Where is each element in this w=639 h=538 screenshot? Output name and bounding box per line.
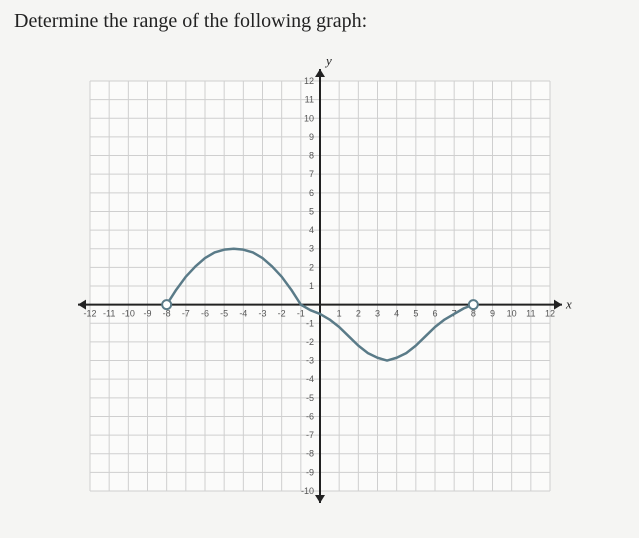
svg-text:4: 4 [394, 309, 399, 319]
svg-text:-4: -4 [305, 374, 313, 384]
svg-text:10: 10 [303, 113, 313, 123]
svg-text:-9: -9 [305, 467, 313, 477]
svg-text:6: 6 [432, 309, 437, 319]
svg-text:7: 7 [308, 169, 313, 179]
svg-text:-6: -6 [200, 309, 208, 319]
svg-text:-3: -3 [305, 356, 313, 366]
svg-text:11: 11 [304, 95, 313, 105]
svg-text:-4: -4 [239, 309, 247, 319]
svg-text:5: 5 [413, 309, 418, 319]
graph-chart: -12-11-10-9-8-7-6-5-4-3-2-11234567891011… [60, 51, 580, 521]
svg-text:5: 5 [308, 206, 313, 216]
svg-text:-2: -2 [305, 337, 313, 347]
svg-text:6: 6 [308, 188, 313, 198]
svg-text:-1: -1 [296, 309, 304, 319]
svg-text:-5: -5 [220, 309, 228, 319]
question-title: Determine the range of the following gra… [14, 10, 625, 33]
svg-text:1: 1 [336, 309, 341, 319]
svg-text:-10: -10 [300, 486, 313, 496]
svg-text:12: 12 [303, 76, 313, 86]
graph-wrapper: -12-11-10-9-8-7-6-5-4-3-2-11234567891011… [14, 51, 625, 521]
svg-text:y: y [324, 53, 332, 68]
svg-text:10: 10 [506, 309, 516, 319]
svg-text:9: 9 [308, 132, 313, 142]
svg-text:-12: -12 [83, 309, 96, 319]
svg-text:2: 2 [355, 309, 360, 319]
svg-text:-5: -5 [305, 393, 313, 403]
svg-text:12: 12 [544, 309, 554, 319]
page-container: Determine the range of the following gra… [0, 0, 639, 538]
svg-text:4: 4 [308, 225, 313, 235]
svg-text:x: x [565, 297, 572, 312]
svg-text:-9: -9 [143, 309, 151, 319]
svg-text:-10: -10 [121, 309, 134, 319]
svg-text:-7: -7 [305, 430, 313, 440]
svg-text:3: 3 [308, 244, 313, 254]
svg-text:-6: -6 [305, 411, 313, 421]
svg-text:8: 8 [308, 151, 313, 161]
svg-text:-11: -11 [102, 309, 114, 319]
svg-text:-8: -8 [305, 449, 313, 459]
svg-text:-1: -1 [305, 318, 313, 328]
svg-text:-3: -3 [258, 309, 266, 319]
svg-text:9: 9 [489, 309, 494, 319]
svg-text:-2: -2 [277, 309, 285, 319]
svg-text:11: 11 [526, 309, 535, 319]
svg-text:2: 2 [308, 262, 313, 272]
svg-text:1: 1 [308, 281, 313, 291]
svg-text:-7: -7 [181, 309, 189, 319]
svg-text:3: 3 [374, 309, 379, 319]
